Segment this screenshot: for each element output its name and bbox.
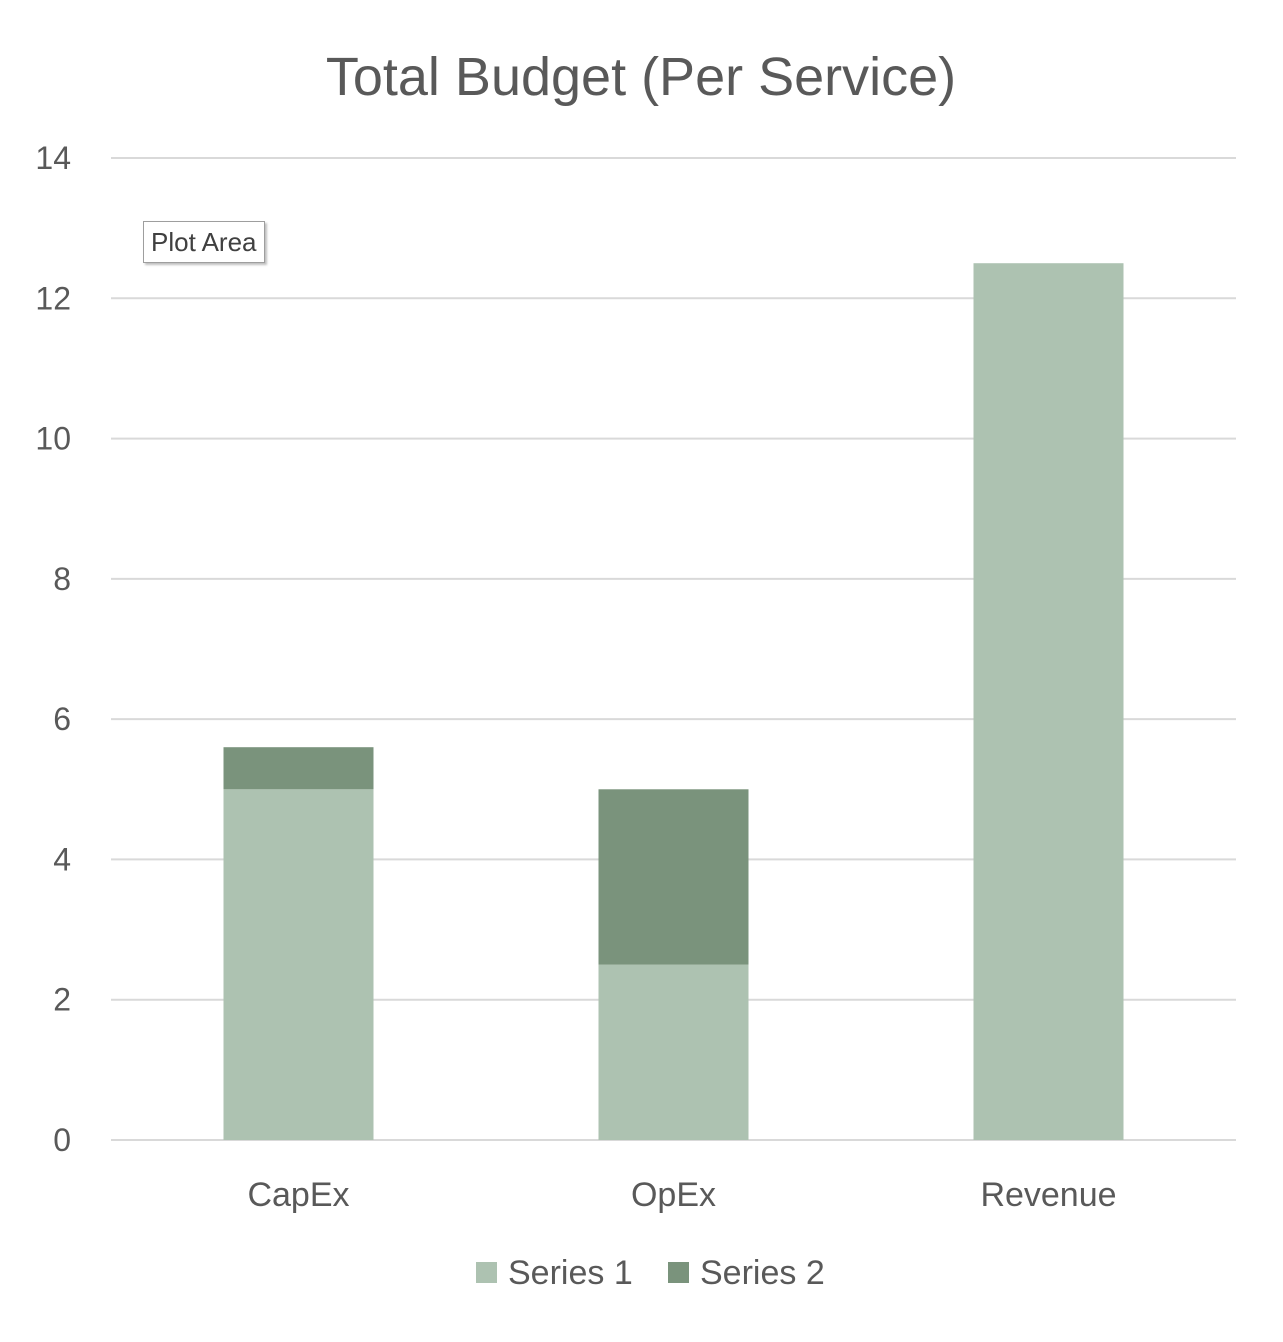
bars[interactable]: [223, 263, 1124, 1140]
chart-title: Total Budget (Per Service): [326, 47, 956, 107]
y-tick-label: 4: [53, 841, 71, 877]
x-tick-label: Revenue: [980, 1176, 1116, 1214]
legend-label-series-2[interactable]: Series 2: [700, 1254, 825, 1292]
bar-opex-series-2[interactable]: [598, 789, 749, 965]
bar-opex-series-1[interactable]: [598, 964, 749, 1140]
x-tick-label: CapEx: [247, 1176, 349, 1214]
bar-capex-series-2[interactable]: [223, 747, 374, 790]
y-tick-label: 14: [35, 140, 71, 176]
y-tick-label: 8: [53, 561, 71, 597]
legend-swatch-series-2[interactable]: [668, 1262, 689, 1283]
y-tick-label: 0: [53, 1122, 71, 1158]
bar-capex-series-1[interactable]: [223, 789, 374, 1140]
y-axis-ticks: 0 2 4 6 8 10 12 14: [35, 140, 71, 1158]
y-tick-label: 10: [35, 421, 71, 457]
x-axis-ticks: CapEx OpEx Revenue: [247, 1176, 1116, 1214]
legend-swatch-series-1[interactable]: [476, 1262, 497, 1283]
y-tick-label: 2: [53, 982, 71, 1018]
plot-area-tooltip: Plot Area: [143, 221, 265, 263]
y-tick-label: 6: [53, 701, 71, 737]
legend-label-series-1[interactable]: Series 1: [508, 1254, 633, 1292]
y-tick-label: 12: [35, 280, 71, 316]
x-tick-label: OpEx: [631, 1176, 716, 1214]
bar-revenue-series-1[interactable]: [973, 263, 1124, 1140]
legend[interactable]: Series 1 Series 2: [476, 1254, 825, 1292]
